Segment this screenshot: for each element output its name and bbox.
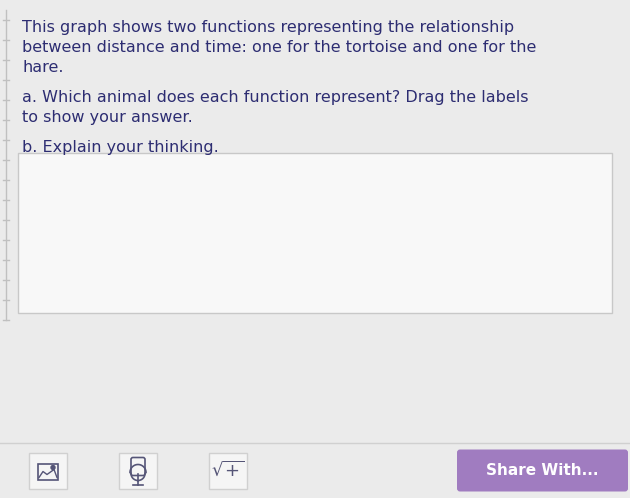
Text: Share With...: Share With... (486, 463, 598, 478)
Text: to show your answer.: to show your answer. (22, 110, 193, 125)
Text: $\sqrt{+}$: $\sqrt{+}$ (212, 461, 244, 480)
Circle shape (51, 466, 55, 470)
FancyBboxPatch shape (209, 453, 247, 489)
Text: a. Which animal does each function represent? Drag the labels: a. Which animal does each function repre… (22, 90, 529, 105)
Text: hare.: hare. (22, 60, 64, 75)
FancyBboxPatch shape (457, 450, 628, 492)
Text: between distance and time: one for the tortoise and one for the: between distance and time: one for the t… (22, 40, 536, 55)
Text: b. Explain your thinking.: b. Explain your thinking. (22, 140, 219, 155)
FancyBboxPatch shape (119, 453, 157, 489)
Text: This graph shows two functions representing the relationship: This graph shows two functions represent… (22, 20, 514, 35)
FancyBboxPatch shape (29, 453, 67, 489)
FancyBboxPatch shape (0, 443, 630, 498)
FancyBboxPatch shape (18, 153, 612, 313)
